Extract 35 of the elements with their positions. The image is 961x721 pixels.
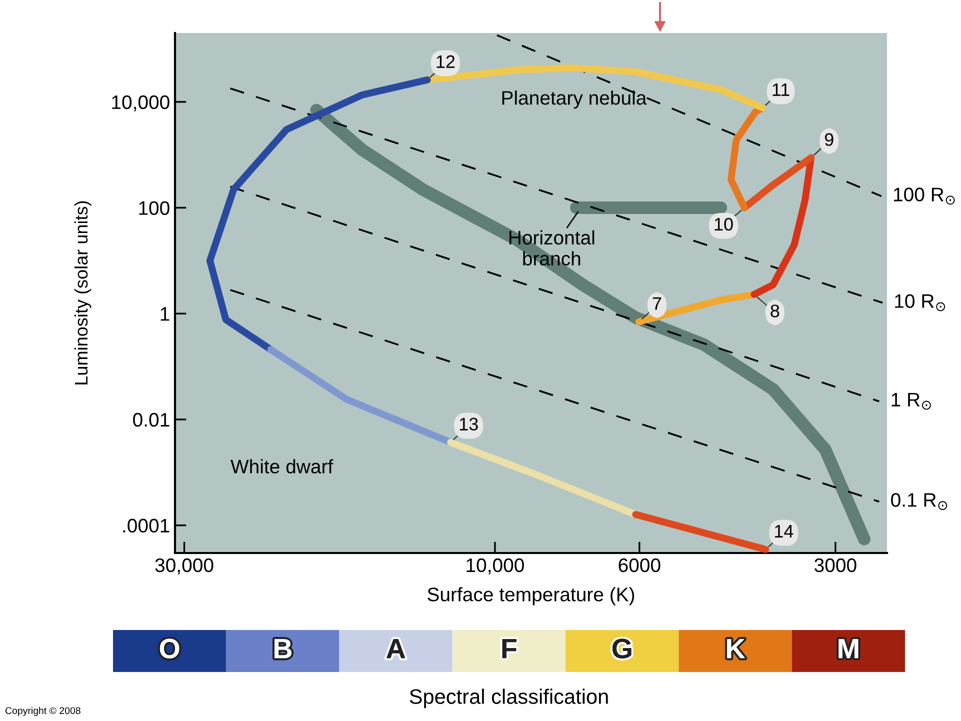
y-tick-label: 100 bbox=[139, 201, 170, 215]
category-label: F bbox=[502, 639, 516, 658]
category-label: G bbox=[612, 638, 632, 658]
category-label: B bbox=[274, 639, 292, 658]
x-tick-label: 30,000 bbox=[155, 558, 214, 574]
annotation: 9 bbox=[824, 133, 834, 146]
series-label: 0.1 R$_{⊙}$ bbox=[891, 493, 948, 510]
annotation: Planetary nebula bbox=[502, 90, 647, 109]
y-tick-label: 1 bbox=[160, 307, 170, 321]
annotation: 11 bbox=[772, 83, 790, 96]
annotation: 7 bbox=[652, 297, 662, 310]
x-tick-label: 3000 bbox=[814, 558, 856, 572]
annotation: 10 bbox=[714, 218, 733, 231]
text: Spectral classification bbox=[410, 688, 608, 708]
annotation: 8 bbox=[770, 304, 780, 318]
category-label: M bbox=[838, 639, 858, 658]
annotation: 12 bbox=[436, 55, 455, 68]
text: Copyright © 2008 bbox=[5, 706, 80, 716]
y-axis-title: Luminosity (solar units) bbox=[74, 201, 92, 384]
series-label: 10 R$_{⊙}$ bbox=[895, 294, 946, 312]
x-tick-label: 6000 bbox=[618, 558, 660, 572]
annotation: 14 bbox=[775, 525, 794, 538]
x-axis-title: Surface temperature (K) bbox=[428, 587, 634, 606]
category-label: O bbox=[160, 638, 180, 658]
category-label: K bbox=[727, 639, 746, 658]
annotation: Horizontal branch bbox=[509, 230, 594, 266]
category-label: A bbox=[386, 639, 406, 658]
x-tick-label: 10,000 bbox=[466, 558, 524, 574]
series-label: 1 R$_{⊙}$ bbox=[892, 392, 931, 410]
annotation: White dwarf bbox=[230, 459, 334, 474]
y-tick-label: .0001 bbox=[123, 518, 170, 533]
y-tick-label: 10,000 bbox=[112, 95, 170, 112]
series-label: 100 R$_{⊙}$ bbox=[894, 188, 955, 205]
y-tick-label: 0.01 bbox=[133, 412, 170, 427]
annotation: 13 bbox=[460, 418, 478, 430]
